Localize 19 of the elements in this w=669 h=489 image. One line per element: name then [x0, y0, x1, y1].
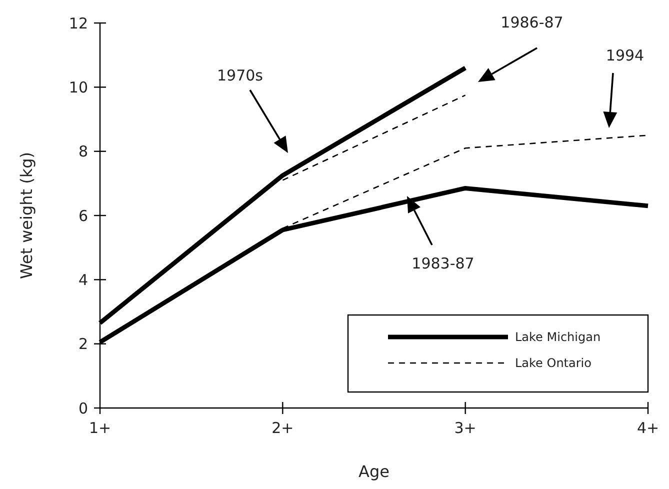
y-tick-label: 10	[68, 78, 88, 96]
annotation: 1983-87	[412, 254, 474, 272]
y-tick-label: 2	[78, 335, 88, 354]
x-tick-label: 1+	[88, 419, 112, 437]
y-tick-label: 0	[78, 399, 88, 418]
y-tick-label: 4	[78, 270, 88, 289]
annotation: 1994	[606, 46, 644, 64]
x-tick-label: 4+	[636, 419, 660, 437]
y-tick-label: 12	[68, 14, 88, 32]
annotation: 1986-87	[500, 13, 564, 32]
y-tick-label: 8	[78, 142, 88, 161]
x-tick-label: 3+	[454, 419, 476, 437]
annotation: 1970s	[217, 66, 264, 84]
text: Lake Michigan	[515, 330, 601, 344]
y-axis-title: Wet weight (kg)	[17, 152, 36, 280]
x-axis-title: Age	[358, 462, 390, 481]
y-tick-label: 6	[78, 206, 88, 225]
text: Lake Ontario	[515, 356, 592, 370]
x-tick-label: 2+	[272, 419, 294, 437]
